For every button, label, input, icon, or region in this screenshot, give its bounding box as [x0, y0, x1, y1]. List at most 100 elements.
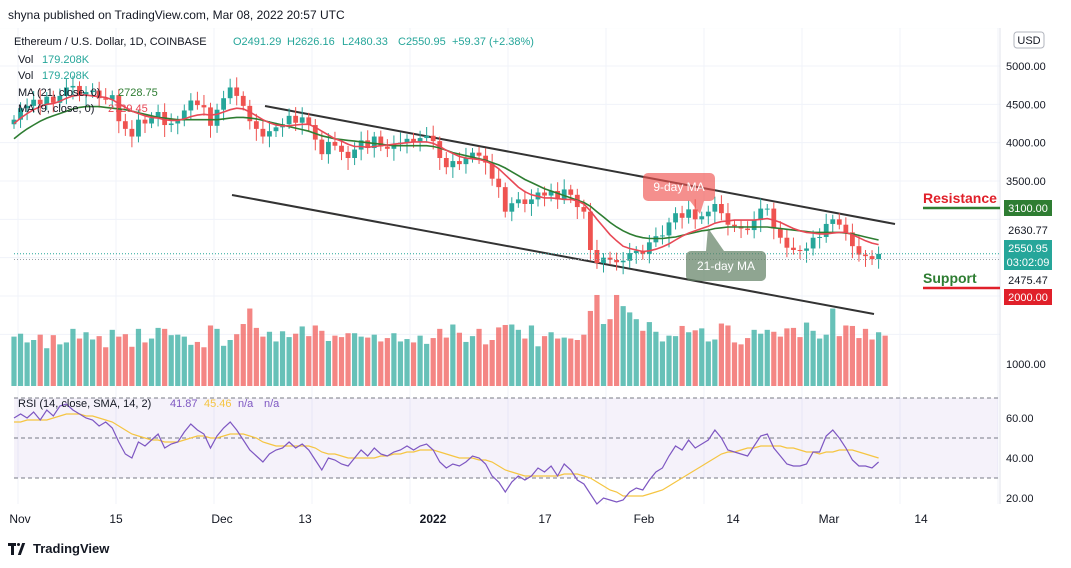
volume-bar [869, 339, 875, 386]
candle [457, 161, 462, 165]
volume-bars [11, 294, 888, 386]
chart-area[interactable]: 9-day MA 21-day MA Resistance Support Ether… [0, 28, 1071, 534]
volume-bar [653, 331, 659, 386]
candle [273, 127, 279, 132]
candle [345, 151, 351, 158]
candle [352, 149, 357, 158]
volume-bar [489, 340, 495, 386]
volume-bar [797, 337, 803, 386]
volume-bar [424, 343, 430, 386]
candle [44, 96, 50, 105]
candle [136, 119, 141, 137]
candle [168, 123, 174, 126]
candle [31, 99, 37, 106]
legend-vol1-value: 179.208K [42, 54, 90, 66]
resistance-price-badge: 3100.00 [1008, 203, 1048, 215]
candle [339, 145, 344, 152]
candle [830, 219, 836, 224]
currency-badge[interactable]: USD [1013, 31, 1045, 49]
volume-bar [568, 338, 574, 386]
volume-bar [358, 336, 364, 386]
volume-bar [11, 336, 17, 386]
candle [109, 95, 115, 100]
rsi-tick-label: 20.00 [1006, 493, 1034, 505]
time-tick-label: 14 [726, 512, 740, 526]
volume-bar [31, 340, 37, 386]
volume-bar [784, 328, 790, 386]
support-label: Support [923, 270, 977, 286]
price-axis[interactable]: 5000.00 4500.00 4000.00 3500.00 [1006, 61, 1046, 188]
candle [155, 112, 161, 119]
ma9-callout-label: 9-day MA [653, 180, 704, 194]
candle [437, 141, 443, 158]
legend-high: H2626.16 [287, 36, 335, 48]
candle [195, 100, 200, 106]
time-axis[interactable]: Nov 15 Dec 13 2022 17 Feb 14 Mar 14 [9, 512, 928, 526]
candle [633, 250, 639, 254]
volume-bar [496, 327, 502, 386]
ma9-line [13, 94, 879, 253]
volume-bar [699, 328, 705, 386]
candle [791, 247, 796, 250]
candle [601, 257, 606, 264]
candle [247, 105, 253, 122]
candle [712, 204, 718, 212]
ma21-callout-box [686, 251, 766, 281]
volume-bar [843, 325, 849, 386]
volume-bar [437, 328, 443, 386]
volume-bar [790, 327, 797, 386]
volume-bar [76, 338, 83, 386]
candle [823, 223, 829, 237]
volume-bar [522, 338, 528, 386]
legend-ma21-value: 2728.75 [118, 87, 158, 99]
volume-bar [201, 347, 207, 386]
volume-bar [607, 319, 613, 386]
volume-bar [142, 342, 148, 386]
candle [876, 253, 881, 260]
volume-bar [109, 329, 115, 386]
legend-ma21-label: MA (21, close, 0) [18, 87, 101, 99]
volume-bar [266, 331, 273, 386]
countdown-badge: 03:02:09 [1007, 257, 1050, 269]
volume-bar [587, 310, 593, 386]
candle [253, 121, 259, 129]
legend-ma9-value: 2729.45 [108, 103, 148, 115]
prev-close-badge: 2475.47 [1008, 275, 1048, 287]
volume-bar [417, 335, 423, 386]
candle [234, 87, 240, 96]
volume-bar [443, 337, 449, 386]
volume-bar [620, 306, 626, 386]
candle [142, 119, 148, 124]
candle [463, 158, 469, 165]
candle [319, 139, 325, 155]
volume-bar [122, 334, 128, 386]
candle [312, 125, 318, 140]
rsi-ma-value: 45.46 [204, 398, 232, 410]
candle [188, 100, 194, 111]
legend-symbol: Ethereum / U.S. Dollar, 1D, COINBASE [14, 36, 207, 48]
candle [332, 141, 338, 146]
candle [208, 107, 213, 126]
time-tick-label: 15 [109, 512, 123, 526]
rsi-na-2: n/a [264, 398, 280, 410]
volume-bar [463, 341, 469, 386]
price-grid [0, 28, 1001, 504]
volume-bar [352, 333, 358, 386]
volume-bar [718, 323, 724, 386]
publisher-line: shyna published on TradingView.com, Mar … [8, 8, 345, 22]
candle [646, 242, 652, 254]
volume-bar [692, 330, 698, 386]
candle [371, 136, 377, 149]
candle [705, 211, 711, 217]
time-tick-label: 17 [538, 512, 552, 526]
volume-bar [116, 336, 122, 386]
candle [175, 120, 181, 124]
candle [836, 219, 842, 225]
candle [751, 220, 757, 231]
annotations: 9-day MA 21-day MA Resistance Support [643, 173, 1000, 290]
time-tick-label: 13 [298, 512, 312, 526]
volume-bar [856, 338, 862, 386]
candle [77, 85, 82, 95]
resistance-label: Resistance [923, 190, 997, 206]
ma21-callout-label: 21-day MA [697, 259, 755, 273]
